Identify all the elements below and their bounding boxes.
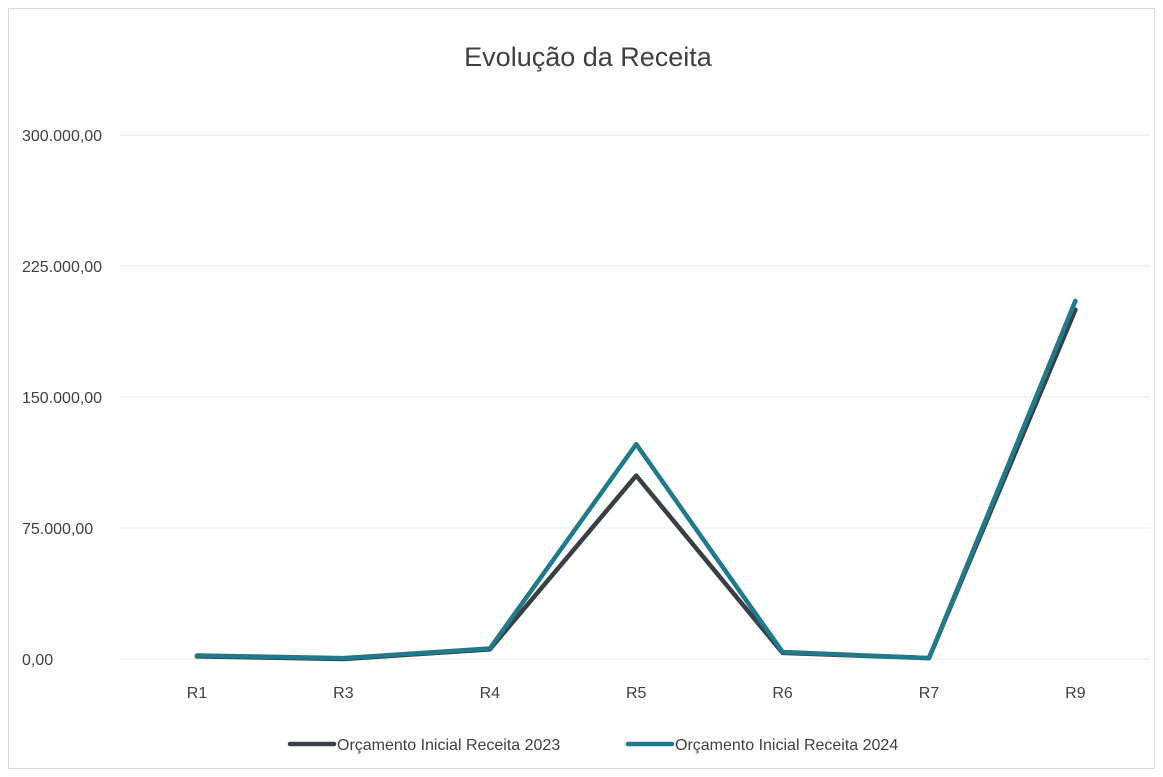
legend: Orçamento Inicial Receita 2023 Orçamento …: [287, 737, 898, 754]
x-tick-label: R5: [626, 685, 647, 702]
x-tick-label: R1: [187, 685, 208, 702]
x-axis-tick-labels: R1 R3 R4 R5 R6 R7 R9: [187, 685, 1086, 702]
chart-title: Evolução da Receita: [464, 42, 713, 72]
legend-label: Orçamento Inicial Receita 2024: [675, 737, 898, 754]
y-tick-label: 75.000,00: [22, 521, 93, 538]
series-line-1: [194, 307, 1078, 662]
series-line-2: [194, 298, 1078, 661]
y-tick-label: 300.000,00: [22, 128, 102, 145]
y-tick-label: 150.000,00: [22, 390, 102, 407]
x-tick-label: R3: [333, 685, 354, 702]
y-axis-tick-labels: 0,00 75.000,00 150.000,00 225.000,00 300.000…: [22, 128, 102, 669]
x-tick-label: R6: [772, 685, 793, 702]
x-tick-label: R9: [1065, 685, 1086, 702]
x-tick-label: R4: [480, 685, 501, 702]
y-tick-label: 225.000,00: [22, 259, 102, 276]
legend-label: Orçamento Inicial Receita 2023: [337, 737, 560, 754]
x-tick-label: R7: [919, 685, 940, 702]
series-lines: [194, 298, 1078, 662]
y-tick-label: 0,00: [22, 652, 53, 669]
gridlines: [120, 134, 1150, 660]
